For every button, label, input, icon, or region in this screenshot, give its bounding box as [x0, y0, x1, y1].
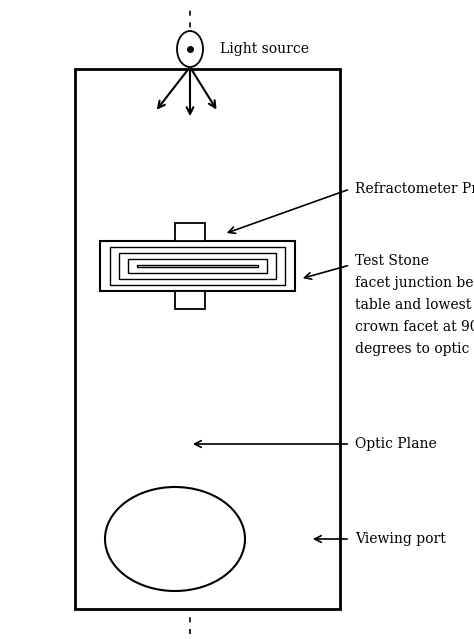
Bar — [75, 69, 340, 609]
Bar — [175, 291, 205, 309]
Bar — [119, 253, 276, 279]
Text: Viewing port: Viewing port — [355, 532, 446, 546]
Text: Light source: Light source — [220, 42, 309, 56]
Text: Refractometer Prism: Refractometer Prism — [355, 182, 474, 196]
Ellipse shape — [105, 487, 245, 591]
Text: Optic Plane: Optic Plane — [355, 437, 437, 451]
Text: facet junction between: facet junction between — [355, 276, 474, 290]
Bar — [110, 247, 285, 284]
Text: table and lowest: table and lowest — [355, 298, 471, 312]
Ellipse shape — [177, 31, 203, 67]
Text: Test Stone: Test Stone — [355, 254, 429, 268]
Text: degrees to optic plane: degrees to optic plane — [355, 342, 474, 356]
Bar — [100, 241, 295, 291]
Text: crown facet at 90: crown facet at 90 — [355, 320, 474, 334]
Bar — [128, 259, 267, 273]
Bar — [175, 223, 205, 241]
Bar — [137, 265, 258, 267]
